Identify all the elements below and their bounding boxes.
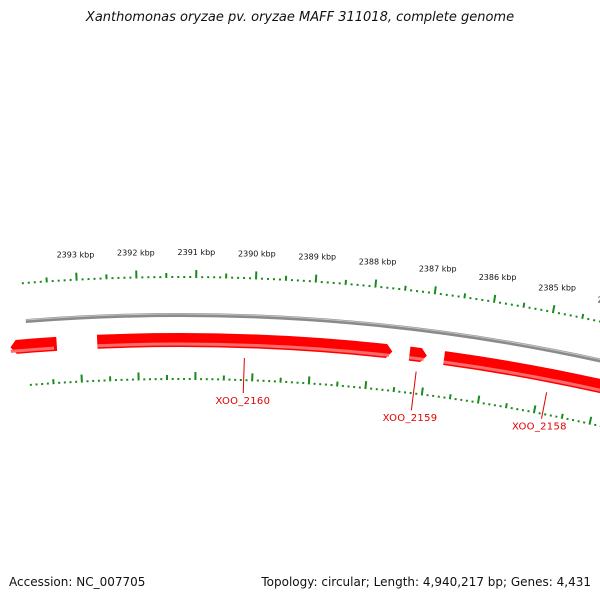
outer-tick-major: [374, 279, 378, 288]
outer-tick-minor: [581, 313, 585, 320]
gene-label-leader: [410, 371, 417, 411]
tick-label: 2388 kbp: [359, 258, 397, 267]
gene-arrow-shade: [408, 356, 424, 361]
outer-tick-minor: [404, 285, 407, 291]
outer-tick-major: [433, 286, 437, 295]
inner-tick-minor: [392, 386, 396, 393]
accession-text: Accession: NC_007705: [9, 575, 146, 589]
tick-label: 2389 kbp: [298, 253, 336, 262]
tick-label: 2392 kbp: [117, 248, 155, 257]
outer-tick-minor: [463, 293, 467, 299]
gene-arrow-shade: [443, 360, 600, 392]
gene-label: XOO_2158: [512, 422, 567, 433]
inner-tick-minor: [504, 403, 508, 409]
inner-tick-major: [588, 416, 593, 425]
inner-tick-minor: [560, 413, 564, 419]
inner-tick-minor: [448, 394, 452, 400]
tick-label: 2390 kbp: [238, 249, 276, 258]
inner-tick-major: [532, 405, 537, 414]
inner-tick-major: [364, 381, 368, 390]
tick-label: 2386 kbp: [479, 273, 517, 282]
gene-arrow-shade: [97, 342, 390, 357]
page-title: Xanthomonas oryzae pv. oryzae MAFF 31101…: [85, 10, 515, 25]
tick-label: 2391 kbp: [178, 248, 216, 257]
gene-label: XOO_2160: [215, 396, 270, 407]
tick-label: 2393 kbp: [57, 251, 95, 260]
gene-label: XOO_2159: [383, 413, 438, 424]
outer-tick-minor: [522, 302, 526, 308]
tick-label: 2387 kbp: [419, 264, 457, 273]
genome-backbone-highlight: [25, 313, 600, 360]
outer-tick-major: [492, 294, 497, 303]
gene-label-leader: [540, 392, 548, 419]
outer-tick-major: [314, 274, 318, 283]
tick-label: 2384 kbp: [598, 296, 600, 305]
genome-summary-text: Topology: circular; Length: 4,940,217 bp…: [261, 575, 591, 589]
gene-label-leader: [242, 358, 245, 394]
genome-backbone: [25, 313, 600, 363]
inner-tick-major: [476, 395, 481, 404]
tick-label: 2385 kbp: [538, 283, 576, 292]
inner-tick-major: [307, 376, 311, 385]
outer-tick-major: [551, 304, 556, 314]
gene-arrow-shade: [10, 346, 55, 353]
gene-arrow: [443, 351, 600, 394]
inner-tick-major: [420, 387, 424, 396]
